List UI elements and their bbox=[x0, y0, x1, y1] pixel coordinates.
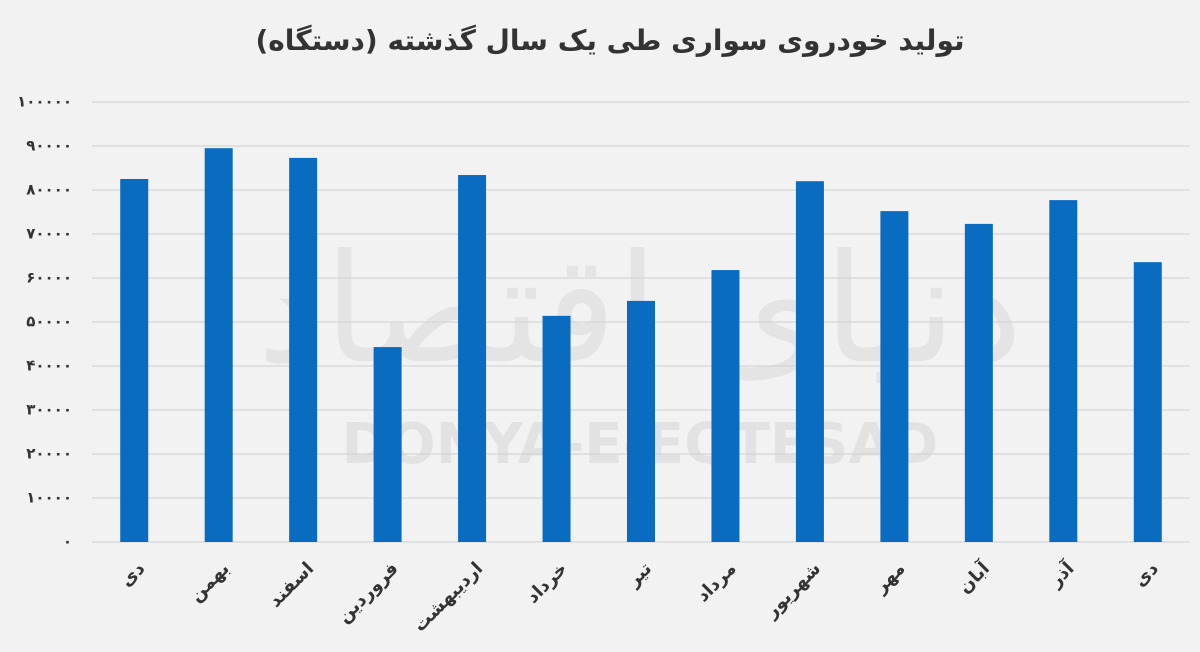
bar bbox=[458, 175, 487, 543]
y-tick-label: ۵۰۰۰۰ bbox=[26, 313, 72, 331]
bar bbox=[120, 179, 149, 542]
bar bbox=[627, 300, 655, 542]
y-tick-label: ۰ bbox=[63, 533, 72, 551]
bar bbox=[542, 315, 571, 542]
bar bbox=[289, 157, 318, 542]
bar bbox=[711, 270, 740, 542]
y-tick-label: ۶۰۰۰۰ bbox=[26, 269, 72, 287]
bar bbox=[880, 211, 909, 542]
y-tick-label: ۸۰۰۰۰ bbox=[26, 181, 72, 199]
y-tick-label: ۴۰۰۰۰ bbox=[26, 357, 72, 375]
bar bbox=[1133, 262, 1162, 542]
y-tick-label: ۷۰۰۰۰ bbox=[26, 225, 72, 243]
y-tick-label: ۹۰۰۰۰ bbox=[26, 137, 72, 155]
bar bbox=[373, 347, 402, 542]
y-tick-label: ۱۰۰۰۰۰ bbox=[17, 93, 72, 111]
bar bbox=[964, 223, 993, 542]
y-tick-label: ۳۰۰۰۰ bbox=[26, 401, 72, 419]
chart-title: تولید خودروی سواری طی یک سال گذشته (دستگ… bbox=[255, 24, 964, 57]
y-tick-label: ۲۰۰۰۰ bbox=[26, 445, 72, 463]
bar bbox=[795, 181, 824, 542]
bar bbox=[1049, 200, 1078, 542]
bar bbox=[204, 148, 233, 542]
y-tick-label: ۱۰۰۰۰ bbox=[26, 489, 72, 507]
